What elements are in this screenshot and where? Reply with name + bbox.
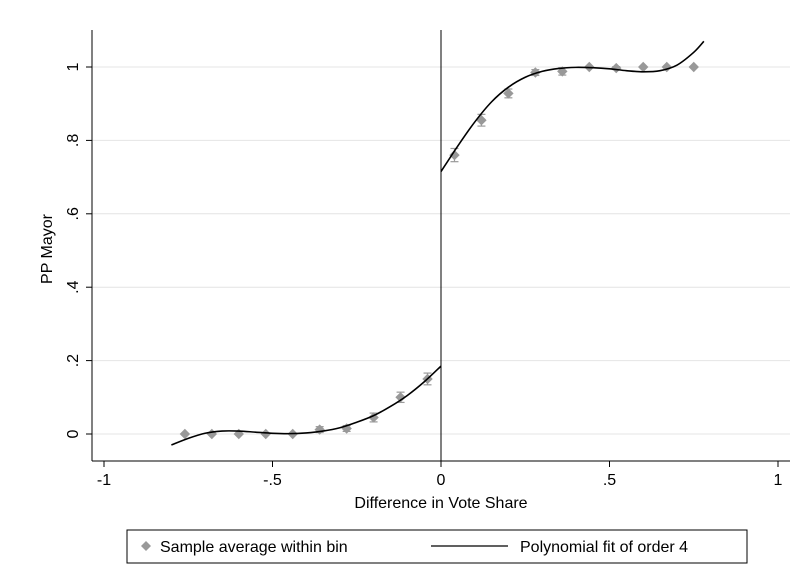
- x-ticks: -1 -.5 0 .5 1: [97, 461, 783, 489]
- y-tick-label-0: 0: [65, 429, 82, 438]
- data-point-8: [395, 392, 406, 403]
- legend-label-fit: Polynomial fit of order 4: [520, 539, 688, 556]
- x-tick-label-2: 0: [437, 472, 446, 489]
- data-point-19: [688, 61, 699, 73]
- y-ticks: 0 .2 .4 .6 .8 1: [65, 62, 92, 438]
- y-tick-label-3: .6: [65, 207, 82, 220]
- data-point-12: [503, 88, 514, 99]
- y-axis-label: PP Mayor: [39, 213, 56, 284]
- fit-lines: [171, 40, 705, 446]
- legend-label-sample: Sample average within bin: [160, 539, 348, 556]
- data-point-1: [206, 428, 218, 440]
- x-tick-label-0: -1: [97, 472, 111, 489]
- x-tick-label-4: 1: [774, 472, 783, 489]
- fit-curve-left: [171, 365, 442, 446]
- x-tick-label-3: .5: [603, 472, 616, 489]
- data-point-10: [449, 149, 460, 161]
- x-axis-label: Difference in Vote Share: [354, 495, 527, 512]
- x-tick-label-1: -.5: [263, 472, 282, 489]
- y-tick-label-5: 1: [65, 62, 82, 71]
- y-tick-label-1: .2: [65, 354, 82, 367]
- legend-diamond-icon: [141, 541, 151, 551]
- data-point-14: [557, 66, 568, 77]
- data-point-16: [611, 62, 622, 74]
- data-point-3: [260, 428, 271, 440]
- data-point-17: [638, 61, 649, 73]
- fit-curve-right: [440, 40, 705, 173]
- y-tick-label-2: .4: [65, 280, 82, 293]
- y-tick-label-4: .8: [65, 134, 82, 147]
- data-point-13: [530, 67, 541, 78]
- legend: Sample average within bin Polynomial fit…: [126, 529, 748, 564]
- data-point-0: [179, 428, 191, 440]
